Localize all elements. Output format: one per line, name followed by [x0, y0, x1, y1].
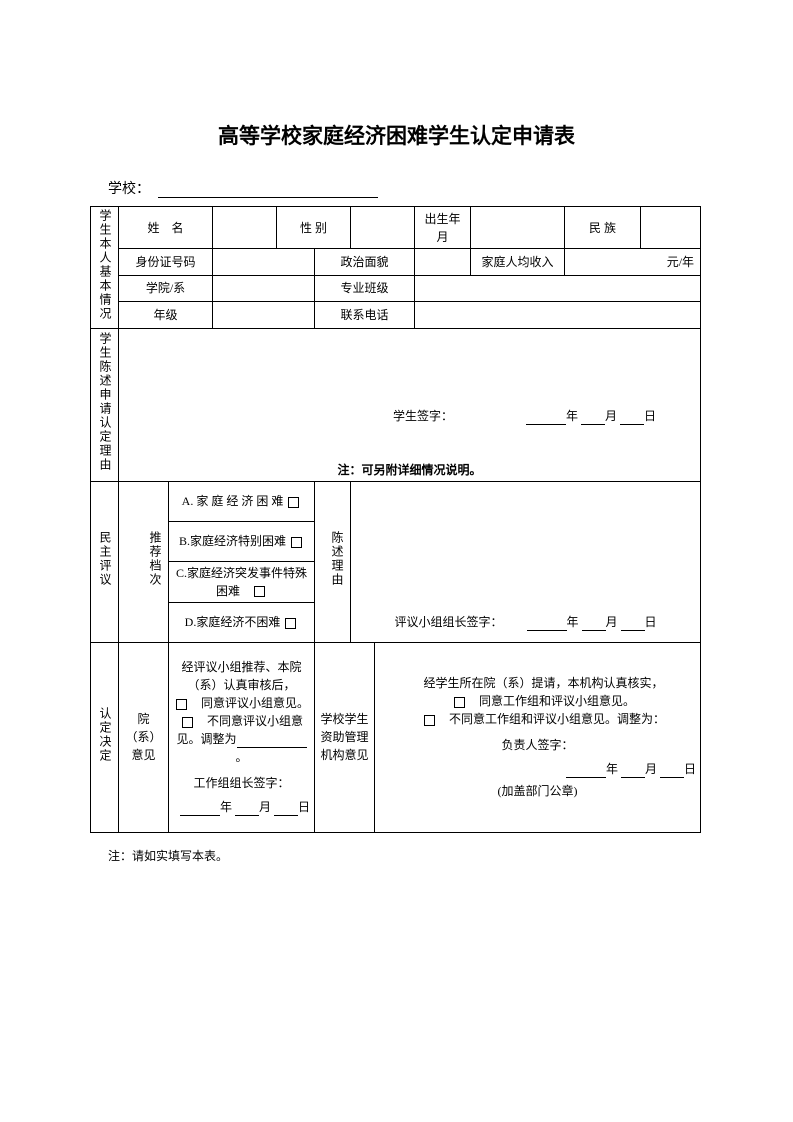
org-label: 学校学生资助管理机构意见 — [315, 642, 375, 832]
name-field[interactable] — [213, 207, 277, 249]
eval-sign-label: 评议小组组长签字： — [395, 615, 503, 629]
reason-label: 陈述理由 — [315, 481, 351, 642]
section2-header: 学生陈述申请认定理由 — [91, 329, 119, 482]
sign-month-field[interactable] — [581, 411, 605, 425]
option-a[interactable]: A. 家 庭 经 济 困 难 — [169, 481, 315, 521]
ethnic-label: 民 族 — [565, 207, 641, 249]
dob-field[interactable] — [471, 207, 565, 249]
ethnic-field[interactable] — [641, 207, 701, 249]
college-field[interactable] — [213, 275, 315, 302]
checkbox-icon[interactable] — [454, 697, 465, 708]
org-intro: 经学生所在院（系）提请，本机构认真核实， — [379, 674, 696, 692]
checkbox-icon[interactable] — [176, 699, 187, 710]
political-label: 政治面貌 — [315, 249, 415, 276]
eval-year-field[interactable] — [527, 617, 567, 631]
page-container: 高等学校家庭经济困难学生认定申请表 学校： 学生本人基本情况 姓 — [0, 0, 793, 1122]
checkbox-icon[interactable] — [291, 537, 302, 548]
income-label: 家庭人均收入 — [471, 249, 565, 276]
statement-note: 注：可另附详细情况说明。 — [119, 459, 701, 482]
eval-sign-row: 评议小组组长签字： 年 月 日 — [351, 602, 701, 642]
school-row: 学校： — [108, 178, 703, 198]
school-label: 学校： — [108, 182, 150, 197]
student-sign-row: 学生签字： 年 月 日 — [359, 407, 690, 425]
dept-label: 院（系）意见 — [119, 642, 169, 832]
org-opinion-body[interactable]: 经学生所在院（系）提请，本机构认真核实， 同意工作组和评议小组意见。 不同意工作… — [375, 642, 701, 832]
college-label: 学院/系 — [119, 275, 213, 302]
rec-label: 推荐档次 — [119, 481, 169, 642]
footer-note: 注：请如实填写本表。 — [108, 847, 703, 864]
org-day-field[interactable] — [660, 764, 684, 778]
phone-field[interactable] — [415, 302, 701, 329]
dob-label: 出生年月 — [415, 207, 471, 249]
eval-month-field[interactable] — [582, 617, 606, 631]
checkbox-icon[interactable] — [182, 717, 193, 728]
dept-sign-label: 工作组组长签字： — [173, 774, 310, 792]
section3-header: 民主评议 — [91, 481, 119, 642]
section1-header: 学生本人基本情况 — [91, 207, 119, 329]
checkbox-icon[interactable] — [285, 618, 296, 629]
sign-year-field[interactable] — [526, 411, 566, 425]
dept-adjust-field[interactable] — [237, 734, 307, 748]
option-d[interactable]: D.家庭经济不困难 — [169, 602, 315, 642]
stamp-note: (加盖部门公章) — [379, 782, 696, 800]
political-field[interactable] — [415, 249, 471, 276]
grade-label: 年级 — [119, 302, 213, 329]
org-year-field[interactable] — [566, 764, 606, 778]
dept-day-field[interactable] — [274, 802, 298, 816]
id-label: 身份证号码 — [119, 249, 213, 276]
id-field[interactable] — [213, 249, 315, 276]
form-title: 高等学校家庭经济困难学生认定申请表 — [90, 120, 703, 150]
checkbox-icon[interactable] — [288, 497, 299, 508]
org-month-field[interactable] — [621, 764, 645, 778]
section4-header: 认定决定 — [91, 642, 119, 832]
student-sign-label: 学生签字： — [393, 409, 453, 423]
option-b[interactable]: B.家庭经济特别困难 — [169, 521, 315, 561]
statement-body[interactable]: 学生签字： 年 月 日 — [119, 329, 701, 459]
option-c[interactable]: C.家庭经济突发事件特殊困难 — [169, 561, 315, 602]
name-label: 姓 名 — [119, 207, 213, 249]
org-sign-label: 负责人签字： — [379, 736, 696, 754]
checkbox-icon[interactable] — [424, 715, 435, 726]
dept-intro: 经评议小组推荐、本院（系）认真审核后， — [173, 658, 310, 694]
major-field[interactable] — [415, 275, 701, 302]
eval-day-field[interactable] — [621, 617, 645, 631]
grade-field[interactable] — [213, 302, 315, 329]
dept-opinion-body[interactable]: 经评议小组推荐、本院（系）认真审核后， 同意评议小组意见。 不同意评议小组意见。… — [169, 642, 315, 832]
gender-field[interactable] — [351, 207, 415, 249]
eval-reason-body[interactable] — [351, 481, 701, 602]
main-table: 学生本人基本情况 姓 名 性 别 出生年月 民 族 身份证号码 政治面貌 家庭人… — [90, 206, 701, 833]
dept-year-field[interactable] — [180, 802, 220, 816]
phone-label: 联系电话 — [315, 302, 415, 329]
income-field[interactable]: 元/年 — [565, 249, 701, 276]
school-input-line[interactable] — [158, 182, 378, 198]
major-label: 专业班级 — [315, 275, 415, 302]
sign-day-field[interactable] — [620, 411, 644, 425]
dept-month-field[interactable] — [235, 802, 259, 816]
gender-label: 性 别 — [277, 207, 351, 249]
checkbox-icon[interactable] — [254, 586, 265, 597]
